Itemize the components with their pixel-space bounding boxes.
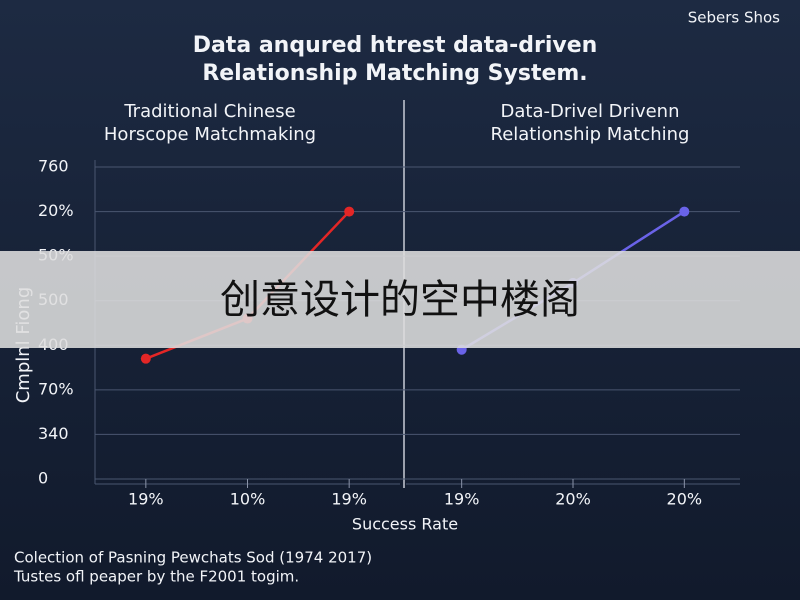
- x-tick-label: 20%: [555, 490, 591, 509]
- x-tick-label: 20%: [667, 490, 703, 509]
- title-line: Data anqured htrest data-driven: [193, 33, 598, 58]
- banner-background: [0, 251, 800, 348]
- x-tick-label: 10%: [230, 490, 266, 509]
- title-line: Relationship Matching System.: [202, 61, 587, 86]
- brand: Sebers Shos: [688, 9, 780, 27]
- banner-text: 创意设计的空中楼阁: [220, 277, 580, 323]
- panel-subtitle: Horscope Matchmaking: [104, 124, 316, 145]
- x-tick-label: 19%: [331, 490, 367, 509]
- panel-subtitle: Relationship Matching: [491, 124, 690, 145]
- x-tick-label: 19%: [444, 490, 480, 509]
- x-axis-label: Success Rate: [352, 515, 458, 534]
- y-tick-label: 760: [38, 157, 69, 176]
- point: [344, 206, 355, 217]
- y-tick-label: 0: [38, 469, 48, 488]
- footer-line: Colection of Pasning Pewchats Sod (1974 …: [14, 549, 372, 567]
- y-tick-label: 340: [38, 424, 69, 443]
- point: [679, 206, 690, 217]
- footer-line: Tustes ofl peaper by the F2001 togim.: [13, 568, 299, 586]
- y-tick-label: 70%: [38, 379, 74, 398]
- x-tick-label: 19%: [128, 490, 164, 509]
- point: [140, 353, 151, 364]
- y-tick-label: 20%: [38, 201, 74, 220]
- panel-subtitle: Data-Drivel Drivenn: [501, 101, 680, 122]
- panel-subtitle: Traditional Chinese: [123, 101, 295, 122]
